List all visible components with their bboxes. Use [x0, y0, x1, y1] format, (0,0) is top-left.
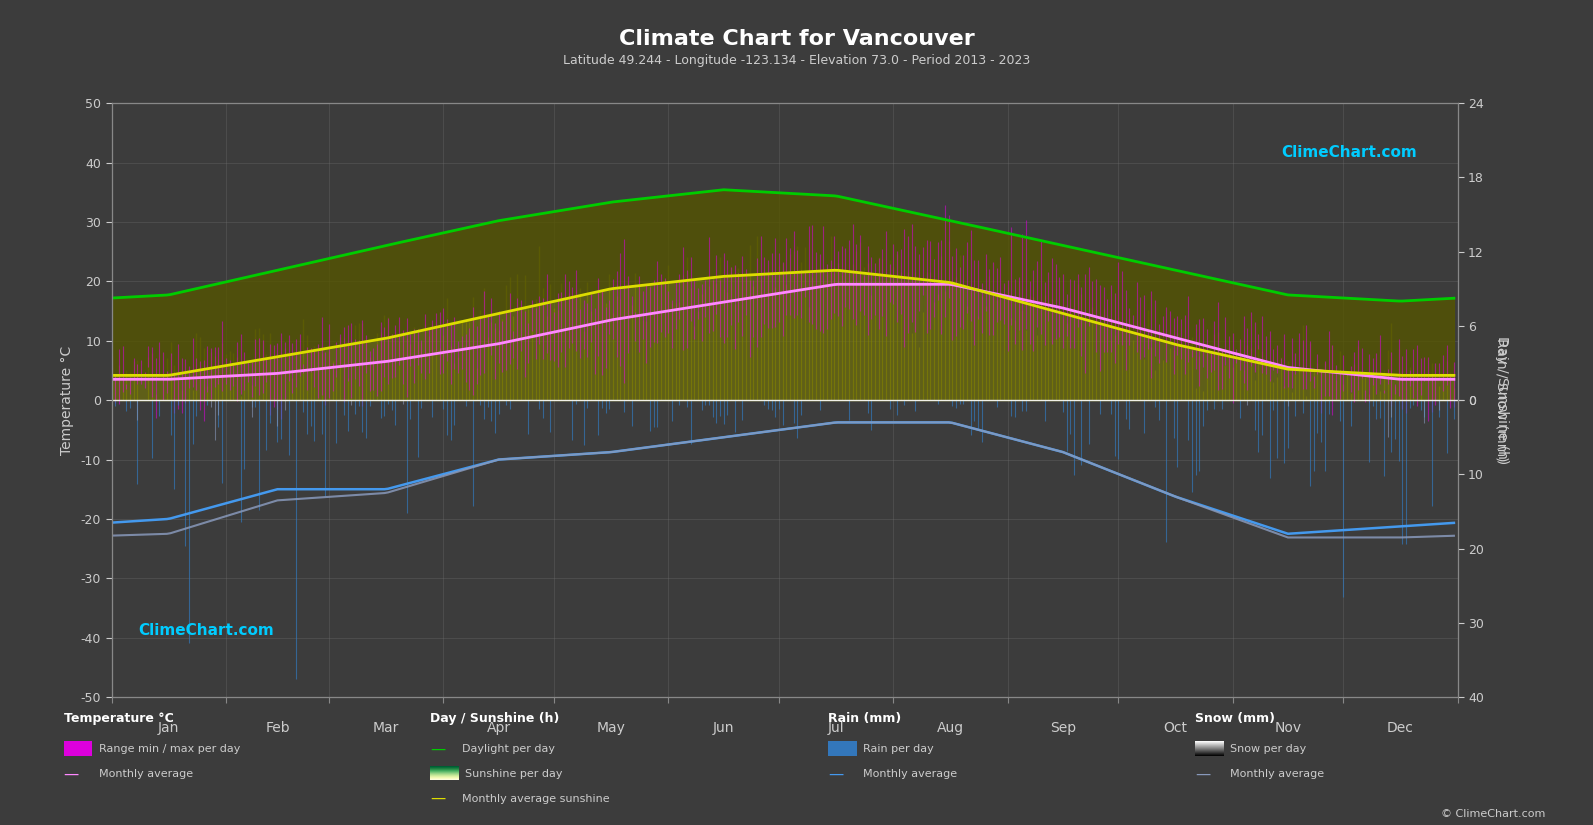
Text: Climate Chart for Vancouver: Climate Chart for Vancouver: [618, 29, 975, 49]
Text: —: —: [430, 791, 446, 806]
Y-axis label: Temperature °C: Temperature °C: [59, 346, 73, 455]
Text: Monthly average: Monthly average: [863, 769, 957, 779]
Text: ClimeChart.com: ClimeChart.com: [1281, 144, 1418, 160]
Text: Jul: Jul: [828, 721, 844, 735]
Text: Aug: Aug: [937, 721, 964, 735]
Text: Temperature °C: Temperature °C: [64, 712, 174, 725]
Text: —: —: [1195, 766, 1211, 781]
Text: Dec: Dec: [1388, 721, 1415, 735]
Text: Rain per day: Rain per day: [863, 744, 933, 754]
Text: Monthly average: Monthly average: [1230, 769, 1324, 779]
Text: Nov: Nov: [1274, 721, 1301, 735]
Text: Day / Sunshine (h): Day / Sunshine (h): [430, 712, 559, 725]
Text: —: —: [430, 742, 446, 757]
Text: Monthly average: Monthly average: [99, 769, 193, 779]
Text: Oct: Oct: [1163, 721, 1187, 735]
Text: Jan: Jan: [158, 721, 180, 735]
Text: Sep: Sep: [1050, 721, 1075, 735]
Text: Snow per day: Snow per day: [1230, 744, 1306, 754]
Text: Mar: Mar: [373, 721, 400, 735]
Text: Sunshine per day: Sunshine per day: [465, 769, 562, 779]
Text: Feb: Feb: [264, 721, 290, 735]
Text: Latitude 49.244 - Longitude -123.134 - Elevation 73.0 - Period 2013 - 2023: Latitude 49.244 - Longitude -123.134 - E…: [562, 54, 1031, 67]
Y-axis label: Rain / Snow (mm): Rain / Snow (mm): [1494, 338, 1509, 462]
Text: Snow (mm): Snow (mm): [1195, 712, 1274, 725]
Text: Rain (mm): Rain (mm): [828, 712, 902, 725]
Text: Jun: Jun: [714, 721, 734, 735]
Text: May: May: [597, 721, 626, 735]
Text: Range min / max per day: Range min / max per day: [99, 744, 241, 754]
Text: Daylight per day: Daylight per day: [462, 744, 554, 754]
Text: —: —: [64, 766, 80, 781]
Y-axis label: Day / Sunshine (h): Day / Sunshine (h): [1494, 336, 1509, 464]
Text: ClimeChart.com: ClimeChart.com: [139, 623, 274, 638]
Text: Monthly average sunshine: Monthly average sunshine: [462, 794, 610, 804]
Text: Apr: Apr: [487, 721, 511, 735]
Text: —: —: [828, 766, 844, 781]
Text: © ClimeChart.com: © ClimeChart.com: [1440, 808, 1545, 818]
